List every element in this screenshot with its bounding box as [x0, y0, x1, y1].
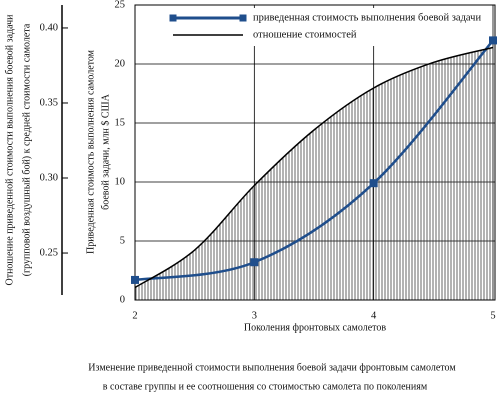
legend-box — [167, 8, 467, 46]
y2-axis-title: Отношение приведенной стоимости выполнен… — [4, 14, 15, 286]
y-tick-label: 0 — [120, 294, 125, 305]
marker — [489, 36, 497, 45]
marker — [250, 258, 259, 267]
caption: Изменение приведенной стоимости выполнен… — [88, 362, 456, 373]
y2-tick-label: 0.25 — [40, 247, 58, 258]
y-tick-label: 20 — [115, 58, 126, 69]
x-tick-label: 3 — [252, 310, 257, 321]
y-axis-title: Приведенная стоимость выполнения самолет… — [85, 49, 96, 254]
y-axis-title: боевой задачи, млн $ США — [100, 93, 111, 209]
legend-label: приведенная стоимость выполнения боевой … — [253, 12, 481, 23]
y2-tick-label: 0.40 — [40, 22, 58, 33]
y2-tick-label: 0.30 — [40, 172, 58, 183]
caption: в составе группы и ее соотношения со сто… — [103, 381, 428, 392]
series-line — [134, 46, 494, 289]
y-tick-label: 10 — [115, 176, 126, 187]
plot-frame — [134, 4, 496, 301]
x-tick-label: 5 — [490, 310, 495, 321]
y2-tick-label: 0.35 — [40, 97, 58, 108]
hatched-area — [135, 47, 493, 301]
x-axis-title: Поколения фронтовых самолетов — [244, 322, 387, 333]
legend-marker — [239, 14, 247, 22]
x-tick-label: 2 — [132, 310, 137, 321]
marker — [131, 275, 139, 284]
y-tick-label: 15 — [115, 117, 126, 128]
marker — [369, 179, 378, 188]
y-tick-label: 5 — [120, 235, 125, 246]
series-line — [134, 39, 494, 282]
y-tick-label: 25 — [115, 0, 126, 10]
y2-axis-title: (групповой воздушный бой) к средней стои… — [21, 23, 32, 276]
x-tick-label: 4 — [371, 310, 377, 321]
legend-label: отношение стоимостей — [253, 29, 357, 40]
legend-marker — [169, 14, 177, 22]
